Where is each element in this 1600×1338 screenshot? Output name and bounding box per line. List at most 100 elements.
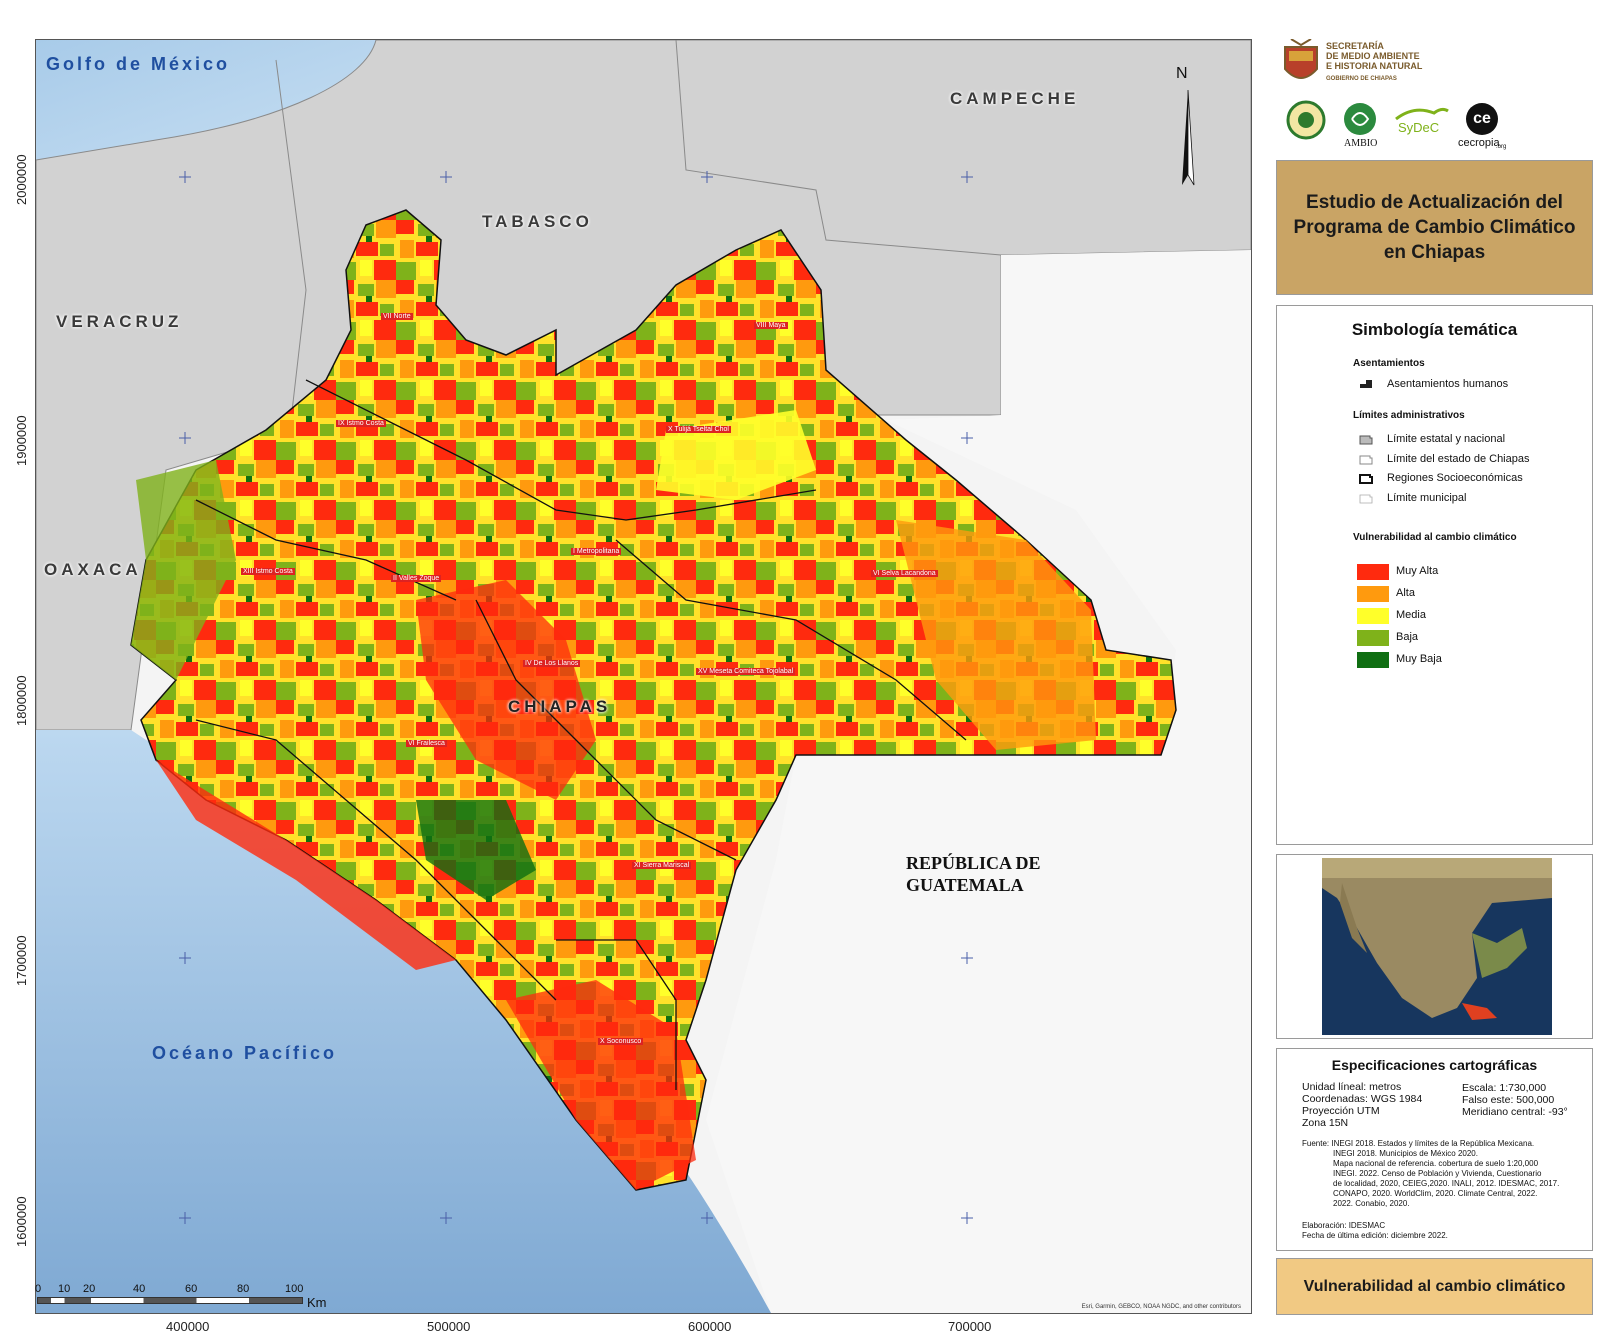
x-tick-label: 600000 <box>688 1319 732 1334</box>
region-label: VI Selva Lacandona <box>871 570 938 577</box>
legend-item: Límite estatal y nacional <box>1357 430 1505 448</box>
north-label: N <box>1176 65 1188 82</box>
region-label: IV De Los Llanos <box>523 660 581 667</box>
inset-panel <box>1276 854 1593 1039</box>
elaboracion-line: Elaboración: IDESMAC <box>1302 1221 1386 1230</box>
source-line: INEGI. 2022. Censo de Población y Vivien… <box>1333 1169 1542 1178</box>
scale-label: 100 <box>285 1283 304 1295</box>
specs-title: Especificaciones cartográficas <box>1331 1057 1538 1073</box>
theme-panel: Vulnerabilidad al cambio climático <box>1276 1258 1593 1315</box>
pacific-ocean-water <box>36 730 771 1313</box>
logo-dependencia-text: DE MEDIO AMBIENTE <box>1326 51 1420 61</box>
legend-section-title: Asentamientos <box>1353 358 1425 369</box>
region-label: VI Frailesca <box>406 740 447 747</box>
legend-panel: Simbología temática Asentamientos Asenta… <box>1276 305 1593 845</box>
state-border-line <box>275 59 307 421</box>
theme-title: Vulnerabilidad al cambio climático <box>1303 1277 1566 1295</box>
label-tabasco: TABASCO <box>482 212 593 231</box>
region-label: VII Norte <box>381 313 413 320</box>
x-tick-label: 700000 <box>948 1319 992 1334</box>
map-title: Estudio de Actualización del Programa de… <box>1293 192 1576 263</box>
x-tick-label: 500000 <box>427 1319 471 1334</box>
source-line: CONAPO, 2020. WorldClim, 2020. Climate C… <box>1333 1189 1538 1198</box>
cecropia-logo-icon: ce <box>1466 103 1498 135</box>
guatemala-land <box>706 250 1251 1313</box>
vulnerability-map[interactable] <box>36 40 1251 1313</box>
spec-line: Zona 15N <box>1302 1117 1349 1129</box>
logo-gobierno-text: GOBIERNO DE CHIAPAS <box>1326 76 1397 82</box>
fecha-line: Fecha de última edición: diciembre 2022. <box>1302 1231 1448 1240</box>
scale-label: 0 <box>35 1283 42 1295</box>
graticule-crosses <box>179 171 973 1224</box>
legend-swatch <box>1357 652 1389 668</box>
legend-item-label: Asentamientos humanos <box>1387 378 1509 390</box>
alta-zone[interactable] <box>896 520 1096 750</box>
chiapas-boundary-icon <box>1357 452 1375 466</box>
spec-line: Falso este: 500,000 <box>1462 1094 1555 1106</box>
specs-panel: Especificaciones cartográficas Unidad lí… <box>1276 1048 1593 1251</box>
y-tick-label: 2000000 <box>14 154 29 205</box>
scale-label: 60 <box>185 1283 198 1295</box>
state-border-line <box>675 40 1002 256</box>
region-label: I Metropolitana <box>571 548 622 555</box>
legend-section-title: Vulnerabilidad al cambio climático <box>1353 532 1517 543</box>
label-oaxaca: OAXACA <box>44 560 142 579</box>
spec-line: Coordenadas: WGS 1984 <box>1302 1093 1423 1105</box>
region-label: XIII Istmo Costa <box>241 568 295 575</box>
logo-secretaria-text: SECRETARÍA <box>1326 41 1384 51</box>
label-chiapas: CHIAPAS <box>508 697 612 716</box>
inecc-logo-icon <box>1286 100 1326 140</box>
map-attribution: Esri, Garmin, GEBCO, NOAA NGDC, and othe… <box>1081 1304 1241 1310</box>
legend-swatch <box>1357 564 1389 580</box>
label-oceano-pacifico: Océano Pacífico <box>152 1043 338 1063</box>
region-boundary <box>556 939 677 1090</box>
map-frame[interactable]: Golfo de México CAMPECHE TABASCO VERACRU… <box>35 39 1252 1314</box>
muy-baja-zone[interactable] <box>416 800 536 900</box>
legend-item-label: Regiones Socioeconómicas <box>1387 472 1523 484</box>
region-boundary <box>305 379 817 521</box>
socioeconomic-region-icon <box>1357 471 1375 485</box>
x-tick-label: 400000 <box>166 1319 210 1334</box>
sydec-logo-icon <box>1395 107 1449 121</box>
legend-item-label: Límite del estado de Chiapas <box>1387 453 1530 465</box>
region-label: IX Istmo Costa <box>336 420 386 427</box>
muy-alta-zone[interactable] <box>416 580 596 800</box>
region-label: X Soconusco <box>598 1038 644 1045</box>
scale-bar-graphic <box>37 1297 303 1304</box>
spec-line: Escala: 1:730,000 <box>1462 1082 1547 1094</box>
region-label: XI Sierra Mariscal <box>632 862 692 869</box>
logo-sydec-text: SyDeC <box>1398 120 1440 135</box>
source-line: 2022. Conabio, 2020. <box>1333 1199 1410 1208</box>
inset-location-map <box>1322 858 1552 1035</box>
region-label: X Tulijá Tseltal Chol <box>666 426 731 433</box>
north-arrow-icon <box>1182 89 1195 186</box>
label-campeche: CAMPECHE <box>950 89 1080 108</box>
legend-item-label: Límite municipal <box>1387 492 1467 504</box>
legend-swatch <box>1357 586 1389 602</box>
logo-cecropia-text: cecropia <box>1458 137 1500 149</box>
scale-label: 40 <box>133 1283 146 1295</box>
scale-label: 10 <box>58 1283 71 1295</box>
region-label: II Valles Zoque <box>391 575 442 582</box>
y-tick-label: 1800000 <box>14 675 29 726</box>
scale-label: 80 <box>237 1283 250 1295</box>
title-panel: Estudio de Actualización del Programa de… <box>1276 160 1593 295</box>
label-guatemala: REPÚBLICA DE GUATEMALA <box>906 853 1041 895</box>
y-tick-label: 1600000 <box>14 1196 29 1247</box>
legend-class-label: Muy Baja <box>1396 653 1442 665</box>
legend-item: Asentamientos humanos <box>1357 375 1508 393</box>
muy-alta-zone[interactable] <box>506 980 696 1190</box>
label-veracruz: VERACRUZ <box>56 312 183 331</box>
source-line: Fuente: INEGI 2018. Estados y límites de… <box>1302 1139 1535 1148</box>
legend-section-title: Límites administrativos <box>1353 410 1465 421</box>
legend-item: Límite del estado de Chiapas <box>1357 450 1529 468</box>
scale-unit: Km <box>307 1295 327 1310</box>
region-label: XV Meseta Comiteca Tojolabal <box>696 668 796 675</box>
scale-label: 20 <box>83 1283 96 1295</box>
label-golfo-de-mexico: Golfo de México <box>46 54 231 74</box>
spec-line: Proyección UTM <box>1302 1105 1380 1117</box>
legend-item: Regiones Socioeconómicas <box>1357 469 1523 487</box>
logo-ambio-text: AMBIO <box>1344 138 1378 149</box>
muy-alta-zone[interactable] <box>156 760 456 970</box>
baja-zone[interactable] <box>131 460 236 680</box>
